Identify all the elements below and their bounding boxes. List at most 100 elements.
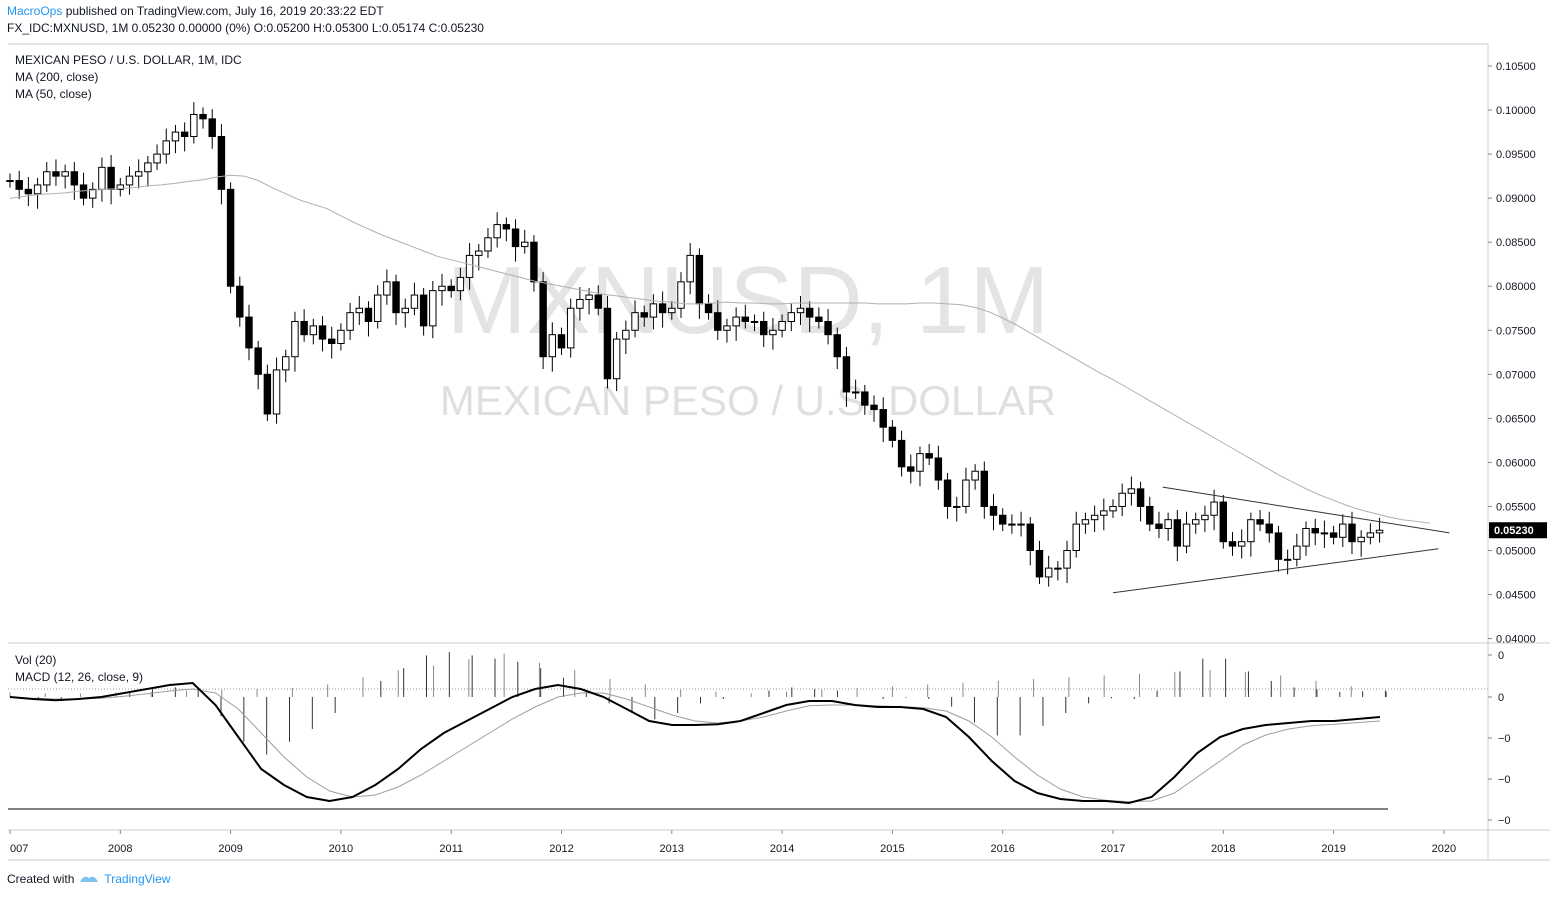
candle-body [456, 276, 465, 292]
candle-body [1256, 519, 1264, 525]
candle-body [1127, 488, 1136, 494]
candle-body [824, 320, 832, 336]
candle-body [107, 166, 115, 190]
candle-body [1063, 550, 1071, 569]
candle-body [1320, 532, 1329, 535]
candle-body [934, 457, 943, 481]
price-tick-label: 0.10500 [1496, 61, 1536, 73]
candle-body [695, 254, 704, 305]
candle-body [989, 505, 998, 516]
time-tick-label: 2008 [108, 843, 132, 855]
candle-body [373, 294, 382, 322]
candle-body [236, 285, 244, 318]
candle-body [199, 113, 207, 120]
macd-line [9, 681, 1380, 805]
triangle-lower-line [1112, 548, 1439, 594]
last-price-label: 0.05230 [1494, 525, 1534, 537]
candle-body [263, 373, 272, 415]
time-tick-label: 2014 [770, 843, 794, 855]
candle-body [557, 334, 566, 349]
publish-info: MacroOps published on TradingView.com, J… [7, 4, 384, 18]
candle-body [521, 241, 529, 248]
candle-body [1247, 519, 1255, 543]
candle-body [723, 325, 731, 331]
candle-body [337, 329, 345, 345]
candle-body [1182, 523, 1191, 547]
candle-body [1201, 514, 1209, 521]
author-link[interactable]: MacroOps [7, 4, 63, 18]
candle-body [787, 312, 796, 322]
candle-body [484, 237, 492, 252]
price-tick-label: 0.08000 [1496, 281, 1536, 293]
time-tick-label: 007 [10, 843, 28, 855]
candle-body [419, 294, 428, 327]
candle-body [1100, 510, 1108, 516]
triangle-upper-line [1162, 486, 1450, 534]
candle-body [750, 320, 759, 323]
candle-body [493, 224, 501, 239]
candle-body [1302, 527, 1310, 547]
macd-signal-line [9, 688, 1380, 803]
candle-body [1109, 505, 1117, 512]
candle-body [116, 184, 125, 190]
candle-body [925, 453, 933, 459]
candle-body [668, 307, 676, 314]
footer: Created with TradingView [7, 872, 170, 886]
candle-body [162, 140, 170, 155]
candle-body [888, 426, 897, 441]
candle-body [1026, 523, 1034, 552]
candle-body [318, 325, 327, 340]
candle-body [475, 250, 483, 256]
candle-body [1366, 532, 1375, 538]
candle-body [1008, 523, 1016, 526]
candle-body [796, 307, 805, 314]
candle-body [815, 316, 823, 322]
candle-body [291, 320, 299, 358]
candle-body [125, 175, 134, 186]
publish-text: published on TradingView.com, July 16, 2… [62, 4, 384, 18]
price-tick-label: 0.07500 [1496, 325, 1536, 337]
candle-body [1265, 523, 1273, 534]
macd-tick-label: −0 [1498, 733, 1511, 745]
candle-body [998, 514, 1007, 525]
candle-body [1375, 529, 1384, 534]
ma50-legend[interactable]: MA (50, close) [15, 87, 92, 101]
candle-body [677, 281, 685, 309]
candle-body [89, 188, 97, 199]
candle-body [953, 505, 961, 508]
price-tick-label: 0.10000 [1496, 105, 1536, 117]
candle-body [33, 184, 42, 195]
candle-body [392, 281, 400, 314]
candle-body [300, 320, 308, 336]
macd-tick-label: −0 [1498, 774, 1511, 786]
candle-body [1329, 532, 1338, 538]
candle-body [576, 298, 584, 309]
candle-body [153, 153, 161, 164]
candle-body [851, 391, 860, 394]
ma200-legend[interactable]: MA (200, close) [15, 70, 99, 84]
macd-legend[interactable]: MACD (12, 26, close, 9) [15, 670, 144, 684]
candle-body [1210, 501, 1218, 516]
candle-body [1348, 523, 1356, 543]
symbol-legend[interactable]: MEXICAN PESO / U.S. DOLLAR, 1M, IDC [15, 53, 242, 67]
candle-body [1054, 567, 1062, 570]
candle-body [585, 294, 593, 300]
candle-body [346, 312, 354, 331]
candle-body [566, 307, 575, 349]
candle-body [447, 285, 455, 292]
tradingview-link[interactable]: TradingView [104, 872, 171, 886]
candle-body [70, 171, 79, 186]
candle-body [649, 303, 658, 318]
candle-body [539, 281, 547, 358]
candle-body [1081, 519, 1090, 525]
volume-legend[interactable]: Vol (20) [15, 653, 57, 667]
candle-body [1044, 567, 1053, 578]
candle-body [805, 307, 814, 318]
candle-body [548, 334, 557, 358]
ma50-line [9, 174, 1431, 524]
watermark-name: MEXICAN PESO / U.S. DOLLAR [440, 377, 1056, 424]
candle-body [971, 470, 979, 481]
candle-body [631, 312, 639, 331]
candle-body [1146, 505, 1154, 525]
